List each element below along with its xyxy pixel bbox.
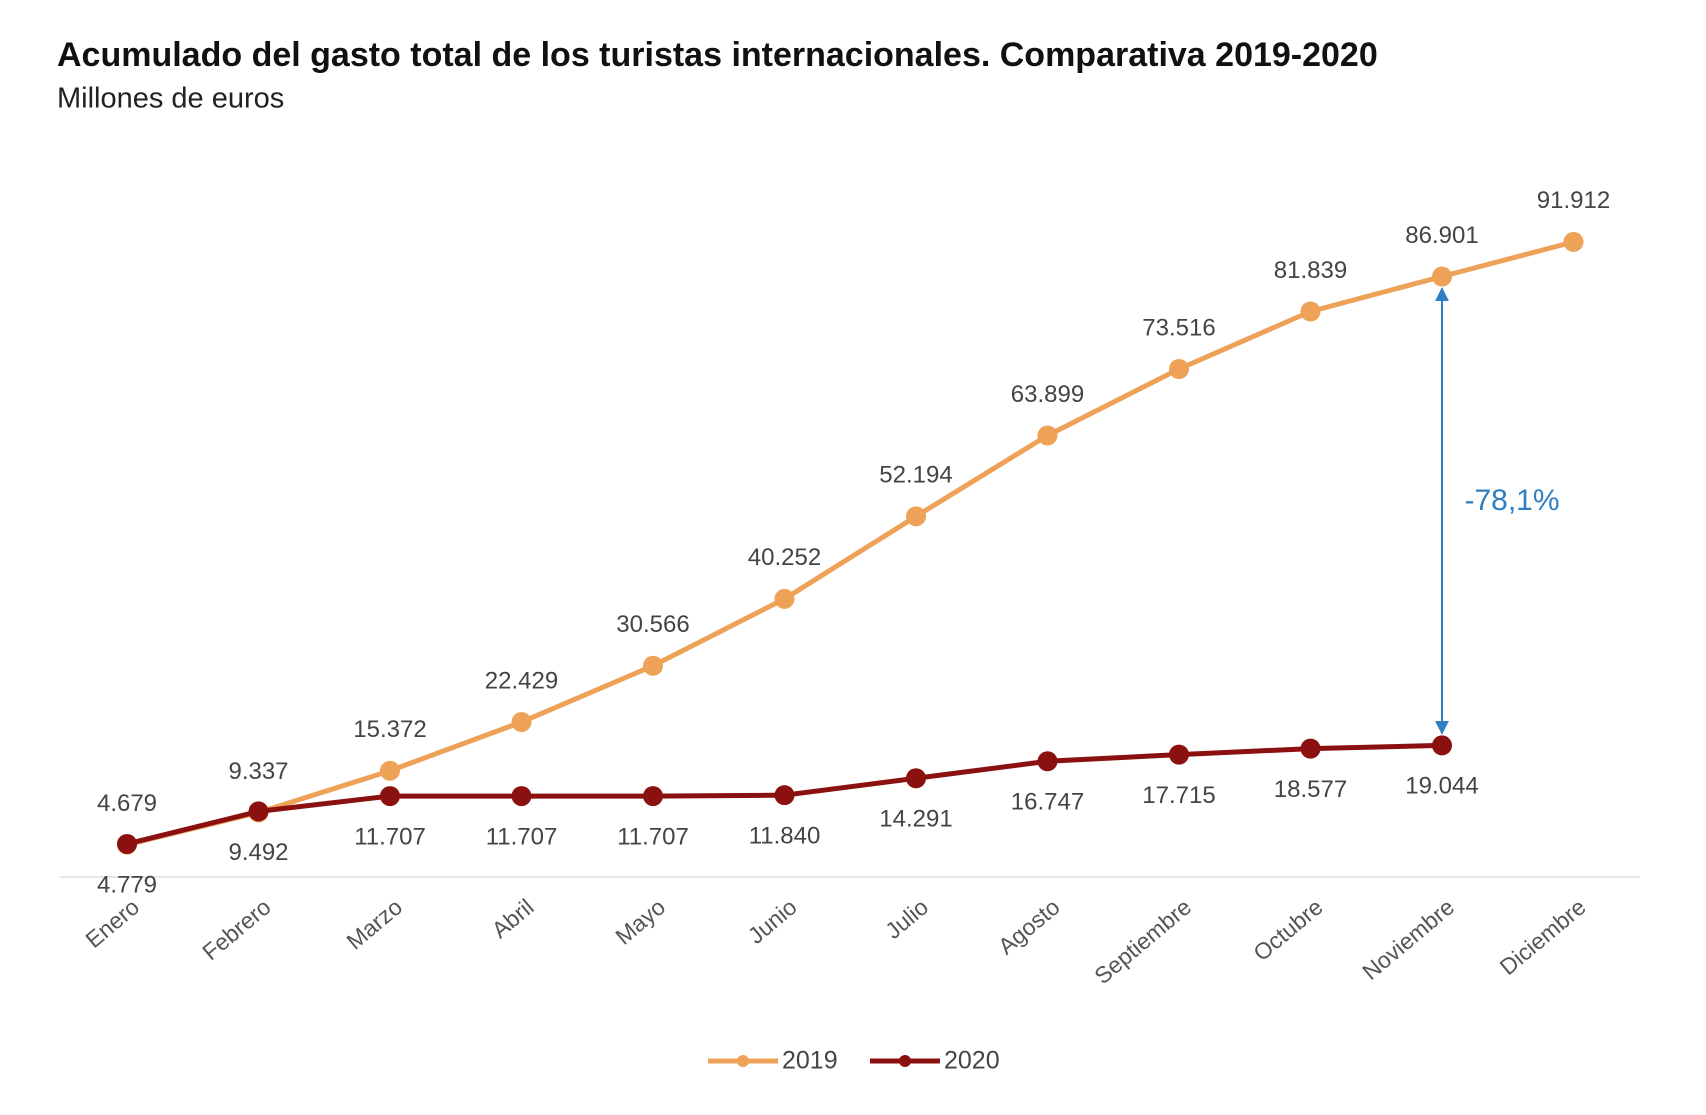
point: [1037, 425, 1058, 446]
data-label: 9.492: [228, 839, 288, 866]
x-tick-label: Noviembre: [1357, 894, 1459, 985]
point: [643, 655, 663, 676]
point: [643, 786, 663, 807]
data-label: 11.840: [749, 823, 821, 850]
x-tick-label: Octubre: [1248, 894, 1327, 967]
x-tick-label: Junio: [743, 894, 802, 949]
point: [380, 760, 400, 781]
data-label: 91.912: [1537, 187, 1610, 214]
data-label: 11.707: [617, 823, 689, 850]
legend-marker: [899, 1055, 911, 1067]
data-label: 9.337: [228, 758, 288, 785]
data-label: 81.839: [1274, 257, 1347, 284]
point: [117, 833, 137, 854]
point: [1037, 751, 1058, 772]
point: [774, 785, 795, 806]
data-label: 86.901: [1405, 222, 1478, 249]
point: [1169, 744, 1189, 765]
data-label: 16.747: [1011, 789, 1084, 816]
point: [511, 712, 532, 733]
point: [1300, 301, 1321, 322]
point: [1169, 359, 1189, 380]
point: [906, 768, 926, 789]
x-tick-label: Marzo: [341, 894, 407, 955]
x-tick-label: Diciembre: [1495, 894, 1591, 980]
data-label: 4.779: [97, 871, 157, 898]
data-label: 22.429: [485, 667, 558, 694]
annotation: -78,1%: [1464, 484, 1559, 517]
data-label: 40.252: [748, 544, 821, 571]
point: [1432, 266, 1452, 287]
x-tick-label: Septiembre: [1089, 894, 1196, 990]
x-tick-label: Julio: [880, 894, 933, 944]
data-label: 73.516: [1142, 314, 1215, 341]
data-label: 11.707: [354, 823, 426, 850]
data-label: 19.044: [1405, 773, 1478, 800]
x-tick-label: Enero: [80, 894, 144, 953]
data-label: 4.679: [97, 790, 157, 817]
data-label: 14.291: [879, 806, 952, 833]
data-label: 30.566: [616, 611, 689, 638]
point: [1432, 735, 1452, 756]
point: [248, 801, 269, 822]
x-tick-label: Mayo: [610, 894, 670, 950]
data-label: 17.715: [1142, 782, 1215, 809]
data-label: 52.194: [879, 462, 952, 489]
legend-label: 2019: [782, 1047, 838, 1075]
x-tick-label: Agosto: [993, 894, 1065, 960]
data-label: 63.899: [1011, 381, 1084, 408]
legend-label: 2020: [944, 1047, 1000, 1075]
x-tick-label: Abril: [487, 894, 539, 943]
data-label: 11.707: [486, 823, 558, 850]
point: [1300, 738, 1321, 759]
point: [906, 506, 926, 527]
data-label: 18.577: [1274, 776, 1347, 803]
series-line: [126, 239, 1575, 848]
point: [380, 786, 400, 807]
legend-marker: [737, 1055, 749, 1067]
chart-title: Acumulado del gasto total de los turista…: [57, 36, 1378, 74]
point: [774, 588, 795, 609]
data-label: 15.372: [353, 716, 426, 743]
chart-subtitle: Millones de euros: [57, 83, 284, 115]
x-tick-label: Febrero: [197, 894, 275, 966]
point: [1563, 231, 1584, 252]
point: [511, 786, 532, 807]
